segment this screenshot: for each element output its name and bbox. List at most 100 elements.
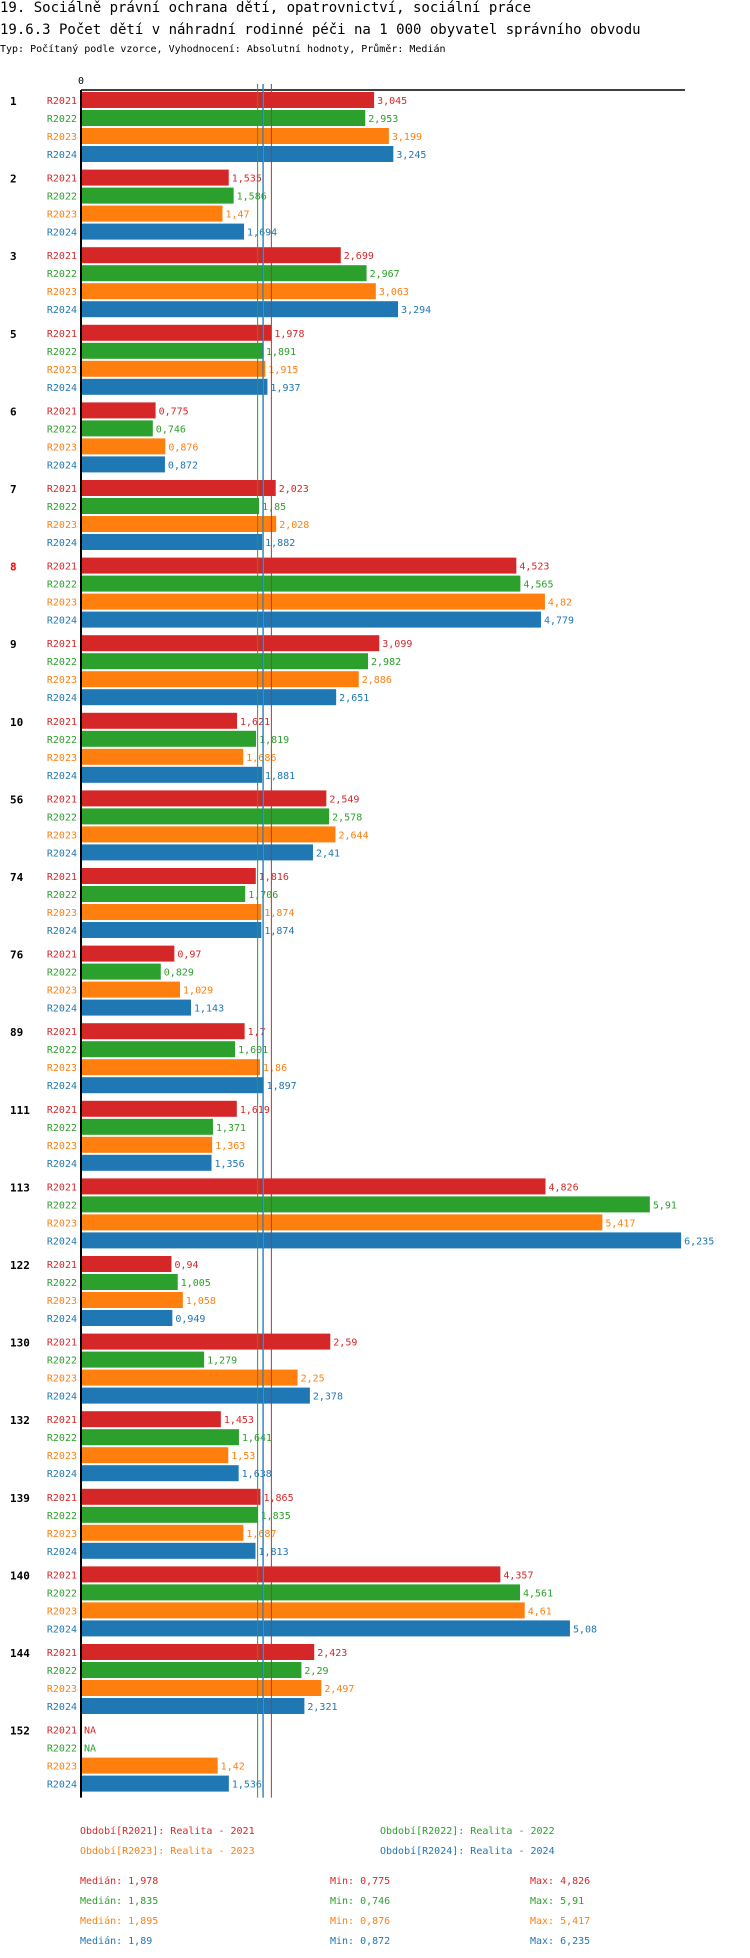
data-label: 2,953 [368,114,398,125]
bar [81,922,262,938]
category-label: 89 [10,1026,23,1039]
bar [81,1023,245,1040]
bar [81,110,366,126]
series-row-label: R2023 [47,1296,77,1307]
data-label: 0,949 [175,1314,205,1325]
data-label: 2,423 [317,1648,347,1659]
series-row-label: R2021 [47,794,77,805]
legend-item: Období[R2024]: Realita - 2024 [380,1845,555,1857]
bar [81,904,262,920]
series-row-label: R2024 [47,1392,77,1403]
data-label: 1,363 [215,1141,245,1152]
series-row-label: R2021 [47,1182,77,1193]
series-row-label: R2023 [47,908,77,919]
data-label: 2,378 [313,1392,343,1403]
data-label: 2,028 [279,520,309,531]
series-row-label: R2023 [47,287,77,298]
bar [81,748,244,765]
data-label: 1,813 [259,1547,289,1558]
bar [81,575,521,592]
series-row-label: R2024 [47,1469,77,1480]
bar [81,1292,183,1308]
x-tick-label: 0 [78,76,84,87]
series-row-label: R2023 [47,675,77,686]
bar [81,1136,213,1153]
stat-min: Min: 0,872 [330,1936,390,1947]
category-label: 144 [10,1647,30,1660]
category-label: 1 [10,95,17,108]
category-label: 130 [10,1337,30,1350]
bar [81,1178,546,1195]
stat-max: Max: 5,91 [530,1896,584,1907]
bar [81,1602,525,1619]
data-label: 1,371 [216,1123,246,1134]
data-label: 1,536 [232,1780,262,1791]
category-label: 2 [10,173,17,186]
bar [81,1351,205,1368]
data-label: 0,94 [174,1260,198,1271]
data-label: 1,891 [266,347,296,358]
series-row-label: R2021 [47,329,77,340]
data-label: NA [84,1726,96,1737]
data-label: 4,565 [523,580,553,591]
series-row-label: R2021 [47,406,77,417]
category-label: 7 [10,483,17,496]
bar [81,187,234,204]
series-row-label: R2021 [47,484,77,495]
data-label: 1,601 [238,1045,268,1056]
category-label: 6 [10,405,17,418]
series-row-label: R2024 [47,1702,77,1713]
series-row-label: R2024 [47,305,77,316]
data-label: 0,829 [164,968,194,979]
data-label: 3,245 [396,150,426,161]
bar [81,826,336,843]
bar [81,1411,221,1428]
data-label: 1,356 [215,1159,245,1170]
bar [81,378,268,395]
series-row-label: R2023 [47,210,77,221]
series-row-label: R2021 [47,950,77,961]
bar [81,456,165,473]
bar [81,516,277,532]
data-label: 3,294 [401,305,431,316]
series-row-label: R2021 [47,562,77,573]
category-label: 132 [10,1414,30,1427]
bar [81,146,394,162]
series-row-label: R2022 [47,192,77,203]
series-row-label: R2021 [47,1726,77,1737]
stat-median: Medián: 1,89 [80,1935,152,1947]
bar [81,283,376,300]
data-label: 2,41 [316,848,340,859]
bar [81,1584,520,1601]
bar [81,205,223,222]
stat-median: Medián: 1,895 [80,1915,158,1927]
series-row-label: R2023 [47,520,77,531]
data-label: 4,82 [548,598,572,609]
bar [81,342,264,359]
data-label: 1,029 [183,986,213,997]
series-row-label: R2024 [47,1624,77,1635]
data-label: 1,978 [274,329,304,340]
series-row-label: R2021 [47,717,77,728]
data-label: 2,25 [301,1374,325,1385]
series-row-label: R2022 [47,812,77,823]
series-row-label: R2023 [47,1762,77,1773]
data-label: 0,872 [168,460,198,471]
data-label: 1,687 [246,1529,276,1540]
series-row-label: R2023 [47,986,77,997]
series-row-label: R2023 [47,1218,77,1229]
bar [81,844,313,861]
category-label: 10 [10,716,23,729]
series-row-label: R2021 [47,1105,77,1116]
chart-info: Typ: Počítaný podle vzorce, Vyhodnocení:… [0,44,446,55]
bar [81,1310,173,1326]
bar [81,766,263,783]
data-label: 2,886 [362,675,392,686]
bar [81,963,161,980]
stat-median: Medián: 1,835 [80,1895,158,1907]
bar [81,1680,322,1696]
category-label: 9 [10,638,17,651]
bar [81,712,238,729]
category-label: 122 [10,1259,30,1272]
series-row-label: R2023 [47,1141,77,1152]
